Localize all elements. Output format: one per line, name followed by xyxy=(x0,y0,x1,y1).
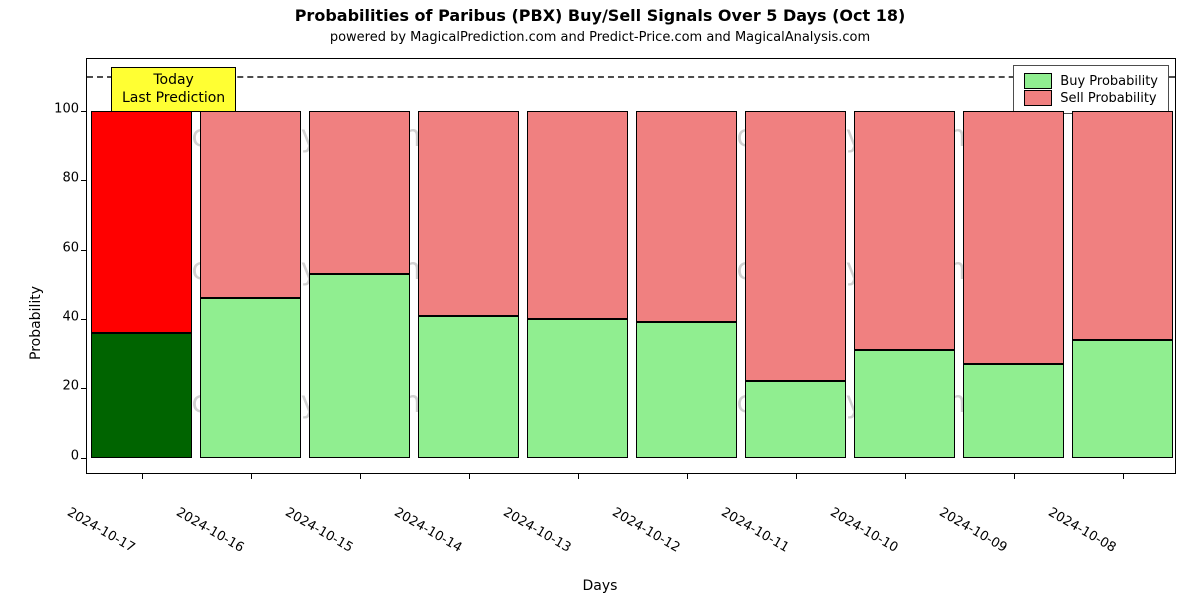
xtick-mark xyxy=(1123,473,1124,479)
xtick-mark xyxy=(1014,473,1015,479)
bar-buy xyxy=(963,364,1063,458)
bar-sell xyxy=(745,111,845,381)
xtick-label: 2024-10-15 xyxy=(282,505,355,556)
ytick-mark xyxy=(81,250,87,251)
bar-sell xyxy=(418,111,518,316)
xtick-label: 2024-10-13 xyxy=(500,505,573,556)
bar-sell xyxy=(1072,111,1172,340)
ytick-label: 80 xyxy=(62,171,79,186)
ytick-label: 20 xyxy=(62,379,79,394)
bar-sell xyxy=(91,111,191,333)
ytick-mark xyxy=(81,458,87,459)
legend-swatch-sell xyxy=(1024,90,1052,106)
xtick-label: 2024-10-17 xyxy=(64,505,137,556)
bar-buy xyxy=(200,298,300,457)
legend-label-buy: Buy Probability xyxy=(1060,74,1158,89)
bar-sell xyxy=(636,111,736,322)
bar-buy xyxy=(745,381,845,457)
bar-buy xyxy=(636,322,736,457)
ytick-label: 0 xyxy=(71,448,79,463)
annotation-line2: Last Prediction xyxy=(122,90,225,108)
xtick-label: 2024-10-08 xyxy=(1045,505,1118,556)
xtick-mark xyxy=(469,473,470,479)
xtick-label: 2024-10-09 xyxy=(936,505,1009,556)
chart-subtitle: powered by MagicalPrediction.com and Pre… xyxy=(0,30,1200,45)
legend-label-sell: Sell Probability xyxy=(1060,91,1156,106)
xtick-mark xyxy=(251,473,252,479)
annotation-line1: Today xyxy=(122,72,225,90)
legend-item-sell: Sell Probability xyxy=(1024,90,1158,106)
x-axis-label: Days xyxy=(0,578,1200,594)
xtick-label: 2024-10-11 xyxy=(718,505,791,556)
xtick-label: 2024-10-16 xyxy=(173,505,246,556)
ytick-label: 100 xyxy=(54,102,79,117)
bar-sell xyxy=(854,111,954,350)
xtick-mark xyxy=(687,473,688,479)
ytick-mark xyxy=(81,180,87,181)
bar-sell xyxy=(309,111,409,274)
legend-swatch-buy xyxy=(1024,73,1052,89)
xtick-mark xyxy=(360,473,361,479)
plot-area: Today Last Prediction Buy Probability Se… xyxy=(86,58,1176,474)
bar-buy xyxy=(418,316,518,458)
bar-buy xyxy=(527,319,627,458)
xtick-label: 2024-10-10 xyxy=(827,505,900,556)
ytick-mark xyxy=(81,111,87,112)
bar-buy xyxy=(309,274,409,458)
ytick-label: 60 xyxy=(62,240,79,255)
bar-sell xyxy=(527,111,627,319)
ytick-mark xyxy=(81,319,87,320)
xtick-mark xyxy=(905,473,906,479)
threshold-line xyxy=(87,76,1175,78)
xtick-mark xyxy=(796,473,797,479)
ytick-label: 40 xyxy=(62,310,79,325)
bar-sell xyxy=(963,111,1063,364)
today-annotation: Today Last Prediction xyxy=(111,67,236,112)
xtick-label: 2024-10-12 xyxy=(609,505,682,556)
bar-buy xyxy=(1072,340,1172,458)
legend-item-buy: Buy Probability xyxy=(1024,73,1158,89)
bar-sell xyxy=(200,111,300,298)
bar-buy xyxy=(91,333,191,458)
legend: Buy Probability Sell Probability xyxy=(1013,65,1169,114)
ytick-mark xyxy=(81,388,87,389)
xtick-mark xyxy=(142,473,143,479)
bar-buy xyxy=(854,350,954,457)
xtick-mark xyxy=(578,473,579,479)
xtick-label: 2024-10-14 xyxy=(391,505,464,556)
y-axis-label: Probability xyxy=(28,286,44,360)
figure: Probabilities of Paribus (PBX) Buy/Sell … xyxy=(0,0,1200,600)
chart-title: Probabilities of Paribus (PBX) Buy/Sell … xyxy=(0,6,1200,25)
